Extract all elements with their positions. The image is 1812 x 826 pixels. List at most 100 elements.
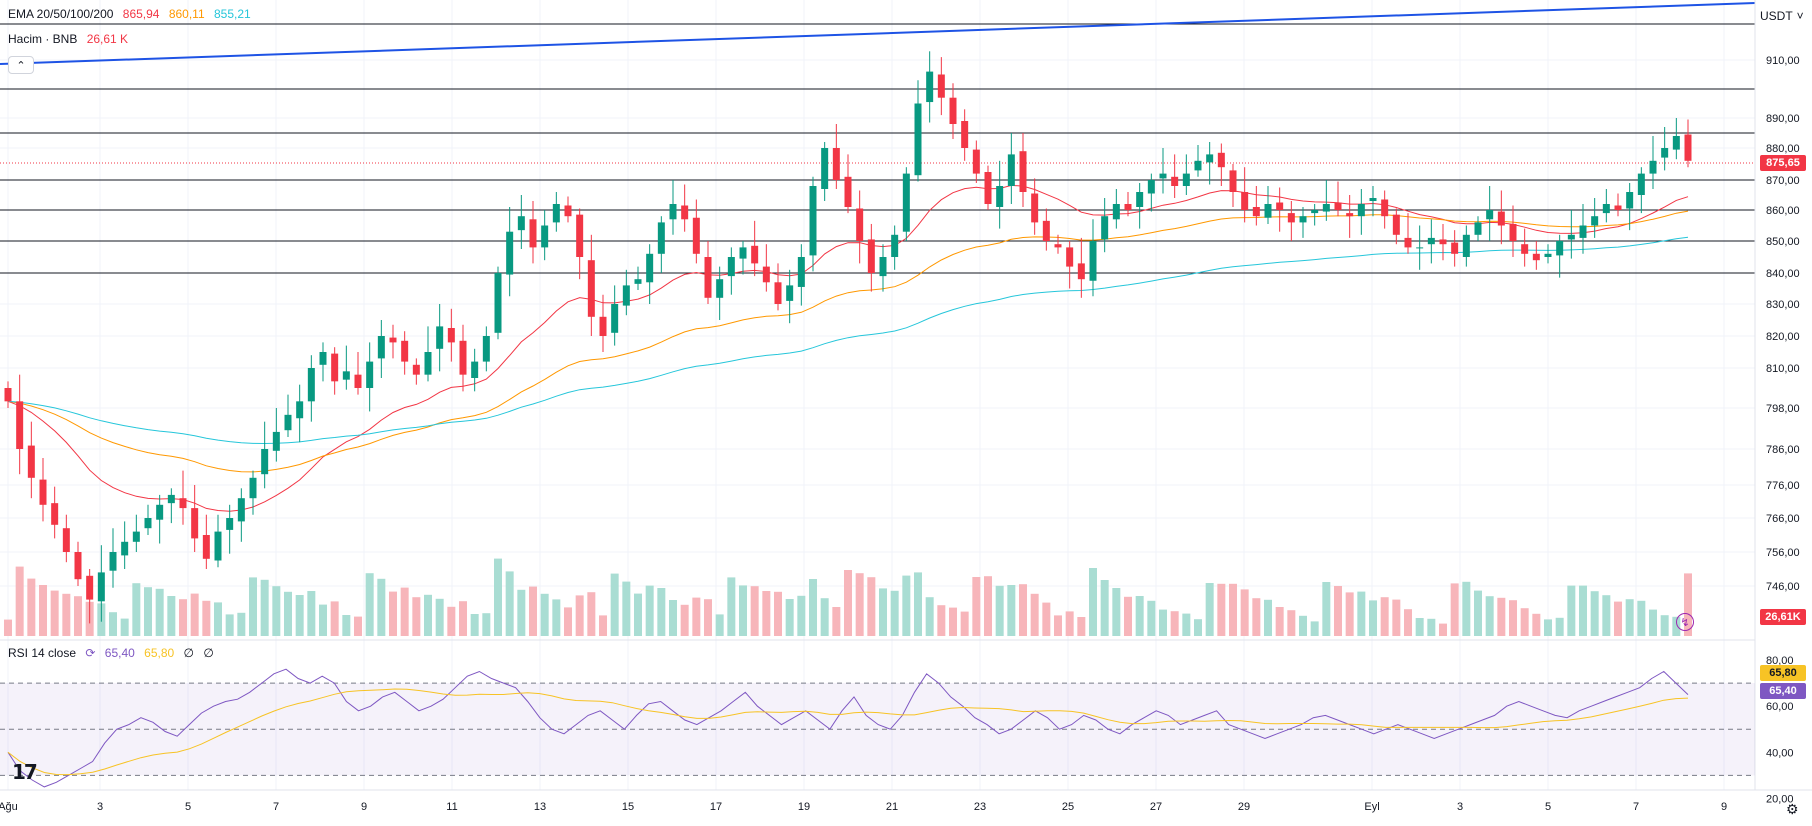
candle[interactable] <box>307 355 315 422</box>
candle[interactable] <box>471 348 479 392</box>
candle[interactable] <box>1124 192 1132 217</box>
candle[interactable] <box>1532 241 1540 270</box>
candle[interactable] <box>342 345 350 390</box>
candle[interactable] <box>774 263 782 311</box>
candle[interactable] <box>1287 201 1295 241</box>
candle[interactable] <box>424 326 432 382</box>
candle[interactable] <box>1101 198 1109 253</box>
candle[interactable] <box>284 394 292 438</box>
candle[interactable] <box>1042 208 1050 251</box>
candle[interactable] <box>646 244 654 304</box>
candle[interactable] <box>249 470 257 515</box>
candle[interactable] <box>1392 208 1400 245</box>
candle[interactable] <box>972 140 980 184</box>
refresh-icon[interactable]: ⟳ <box>85 646 96 660</box>
candle[interactable] <box>622 269 630 316</box>
candle[interactable] <box>1602 189 1610 223</box>
candle[interactable] <box>1276 187 1284 232</box>
candle[interactable] <box>1346 195 1354 238</box>
candle[interactable] <box>1322 180 1330 221</box>
candle[interactable] <box>552 192 560 232</box>
candle[interactable] <box>144 504 152 535</box>
candle[interactable] <box>506 207 514 297</box>
candle[interactable] <box>1614 193 1622 217</box>
candle[interactable] <box>482 326 490 372</box>
candle[interactable] <box>867 223 875 292</box>
ema-legend[interactable]: EMA 20/50/100/200 865,94 860,11 855,21 <box>8 6 257 22</box>
candle[interactable] <box>39 458 47 522</box>
candle[interactable] <box>447 308 455 362</box>
candle[interactable] <box>401 331 409 375</box>
candle[interactable] <box>1241 167 1249 223</box>
candle[interactable] <box>494 266 502 340</box>
candle[interactable] <box>1369 186 1377 217</box>
candle[interactable] <box>377 320 385 378</box>
candle[interactable] <box>1439 223 1447 261</box>
candle[interactable] <box>261 421 269 489</box>
candle[interactable] <box>961 109 969 161</box>
candle[interactable] <box>319 342 327 382</box>
candle[interactable] <box>809 176 817 272</box>
candle[interactable] <box>436 304 444 372</box>
candle[interactable] <box>296 384 304 443</box>
candle[interactable] <box>354 352 362 395</box>
candle[interactable] <box>996 160 1004 229</box>
candle[interactable] <box>564 196 572 223</box>
candle[interactable] <box>1194 145 1202 177</box>
candle[interactable] <box>1626 183 1634 231</box>
lightning-icon[interactable]: ↯ <box>1676 613 1694 631</box>
candle[interactable] <box>1544 244 1552 264</box>
candle[interactable] <box>669 180 677 235</box>
candle[interactable] <box>541 210 549 261</box>
candle[interactable] <box>891 225 899 270</box>
candle[interactable] <box>74 541 82 586</box>
gear-icon[interactable]: ⚙ <box>1786 801 1799 817</box>
candle[interactable] <box>1054 234 1062 254</box>
candle[interactable] <box>844 154 852 214</box>
candle[interactable] <box>1112 189 1120 229</box>
candle[interactable] <box>1486 186 1494 241</box>
candle[interactable] <box>529 201 537 264</box>
candle[interactable] <box>272 408 280 462</box>
candle[interactable] <box>27 421 35 499</box>
candle[interactable] <box>984 165 992 210</box>
candle[interactable] <box>1672 118 1680 160</box>
candle[interactable] <box>179 470 187 525</box>
candle[interactable] <box>167 488 175 524</box>
candle[interactable] <box>1066 241 1074 289</box>
candle[interactable] <box>1206 142 1214 185</box>
candle[interactable] <box>1136 183 1144 229</box>
candle[interactable] <box>902 167 910 241</box>
tradingview-logo[interactable]: 17 <box>12 760 38 784</box>
candle[interactable] <box>1229 164 1237 207</box>
candle[interactable] <box>1077 237 1085 298</box>
candle[interactable] <box>1567 210 1575 259</box>
candle[interactable] <box>121 521 129 569</box>
candle[interactable] <box>704 241 712 304</box>
candle[interactable] <box>727 247 735 295</box>
candle[interactable] <box>62 514 70 563</box>
candle[interactable] <box>832 124 840 189</box>
candle[interactable] <box>366 342 374 412</box>
candle[interactable] <box>611 285 619 346</box>
candle[interactable] <box>681 184 689 232</box>
candle[interactable] <box>879 244 887 292</box>
candle[interactable] <box>914 80 922 182</box>
candle[interactable] <box>1649 136 1657 189</box>
candle[interactable] <box>86 569 94 624</box>
candle[interactable] <box>1521 228 1529 267</box>
candle[interactable] <box>657 216 665 273</box>
trend-line[interactable] <box>0 2 1756 65</box>
candle[interactable] <box>926 51 934 123</box>
candle[interactable] <box>739 241 747 275</box>
candle[interactable] <box>1451 230 1459 267</box>
candle[interactable] <box>856 190 864 264</box>
candle[interactable] <box>1252 186 1260 226</box>
candle[interactable] <box>1416 225 1424 270</box>
candle[interactable] <box>1334 181 1342 217</box>
candle[interactable] <box>634 266 642 291</box>
collapse-legend-button[interactable]: ⌃ <box>8 56 34 74</box>
candle[interactable] <box>1427 219 1435 264</box>
candle[interactable] <box>156 494 164 544</box>
